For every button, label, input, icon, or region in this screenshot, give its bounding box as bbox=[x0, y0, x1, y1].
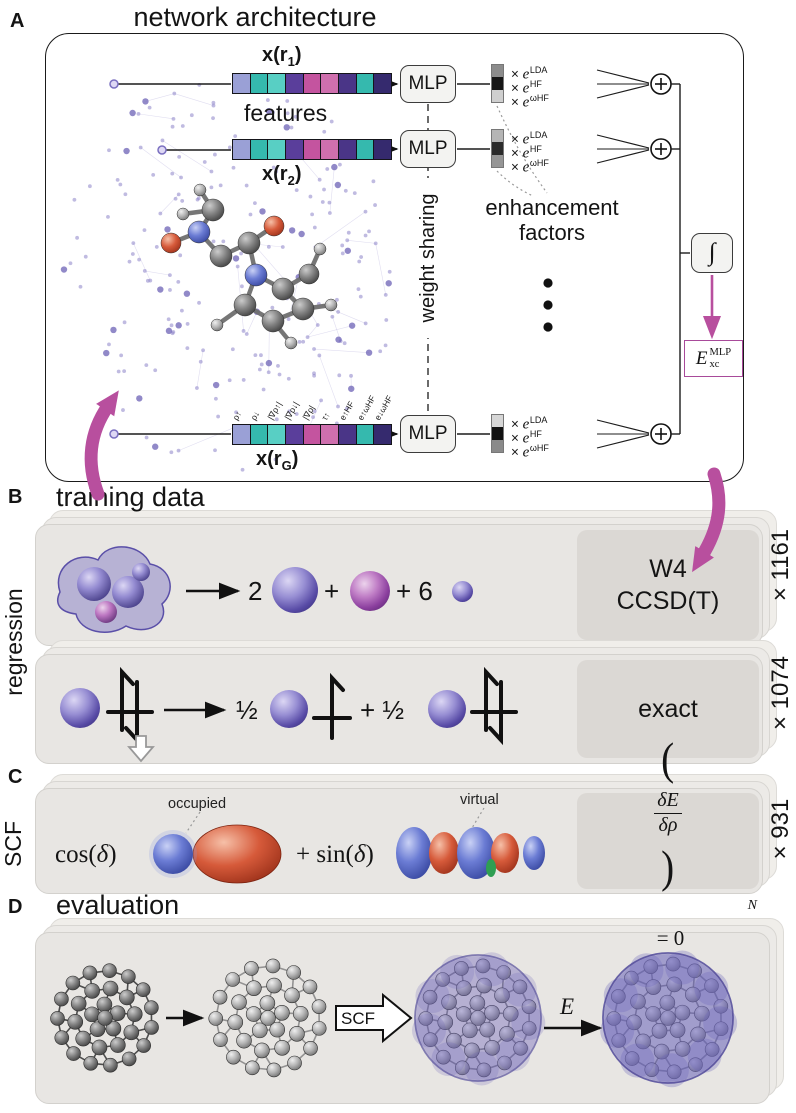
plus-sign: + bbox=[324, 576, 340, 606]
mlp-box-1: MLP bbox=[400, 65, 456, 103]
panel-b-letter: B bbox=[8, 486, 23, 508]
integral-box: ∫ bbox=[691, 233, 733, 273]
open-paren: ( bbox=[661, 733, 675, 785]
product-at om-sphere-large bbox=[272, 567, 318, 613]
scf-side-label: SCF bbox=[0, 821, 26, 867]
enhancement-bar-3 bbox=[491, 414, 504, 453]
mlp-label: MLP bbox=[408, 423, 448, 444]
vector-label-g: x(rG) bbox=[256, 448, 299, 473]
occupied-label: occupied bbox=[168, 796, 227, 812]
multiplier-hf: × eHF bbox=[511, 144, 542, 162]
panel-a-letter: A bbox=[10, 10, 25, 32]
cos-delta-term: cos(δ) bbox=[55, 841, 117, 868]
enhancement-bar-2 bbox=[491, 129, 504, 168]
evaluation-card bbox=[35, 932, 770, 1104]
feature-vector-g bbox=[232, 424, 392, 445]
spin-half-sphere-2 bbox=[428, 690, 466, 728]
regression-side-label: regression bbox=[0, 588, 27, 696]
half-coefficient: ½ bbox=[236, 695, 258, 725]
features-caption: features bbox=[244, 100, 328, 126]
multiplier-whf: × eωHF bbox=[511, 158, 549, 176]
multiplier-hf: × eHF bbox=[511, 79, 542, 97]
mlp-label: MLP bbox=[408, 138, 448, 159]
spin-atom-sphere bbox=[60, 688, 100, 728]
plus-half-coefficient: + ½ bbox=[360, 695, 405, 725]
equals-zero: = 0 bbox=[656, 926, 685, 951]
panel-a-title: network architecture bbox=[133, 2, 377, 32]
panel-d-title: evaluation bbox=[56, 890, 180, 920]
mlp-box-3: MLP bbox=[400, 415, 456, 453]
multiplier-whf: × eωHF bbox=[511, 443, 549, 461]
exc-sup: MLP bbox=[709, 347, 732, 359]
energy-label: E bbox=[560, 994, 575, 1019]
atomization-count: × 1161 bbox=[767, 528, 794, 602]
weight-sharing-label: weight sharing bbox=[417, 178, 439, 338]
coefficient-plus-6: + 6 bbox=[396, 576, 433, 606]
functional-derivative-fraction: δE δρ bbox=[654, 789, 682, 837]
product-atom-sphere-small bbox=[452, 581, 473, 602]
exact-method-box: exact bbox=[577, 660, 759, 758]
architecture-box bbox=[45, 33, 744, 482]
close-paren: ) bbox=[661, 841, 675, 893]
mlp-label: MLP bbox=[408, 73, 448, 94]
method-ccsdt: CCSD(T) bbox=[616, 587, 720, 615]
integral-symbol: ∫ bbox=[708, 239, 716, 266]
coefficient-2: 2 bbox=[248, 576, 263, 606]
spin-half-sphere-1 bbox=[270, 690, 308, 728]
multiplier-whf: × eωHF bbox=[511, 93, 549, 111]
multiplier-stack-2: × eLDA × eHF × eωHF bbox=[511, 128, 549, 176]
method-w4: W4 bbox=[649, 554, 687, 583]
vector-label-1: x(r1) bbox=[262, 44, 302, 69]
exc-base: E bbox=[695, 347, 708, 369]
mlp-box-2: MLP bbox=[400, 130, 456, 168]
sin-delta-term: + sin(δ) bbox=[296, 841, 374, 868]
exc-output-box: E MLP xc bbox=[684, 340, 743, 377]
virtual-label: virtual bbox=[460, 792, 499, 808]
method-exact: exact bbox=[638, 694, 698, 723]
panel-d-letter: D bbox=[8, 896, 23, 918]
multiplier-lda: × eLDA bbox=[511, 130, 548, 148]
multiplier-stack-1: × eLDA × eHF × eωHF bbox=[511, 63, 549, 111]
exc-sub: xc bbox=[709, 358, 720, 370]
spin-count: × 1074 bbox=[767, 655, 794, 731]
vector-label-2: x(r2) bbox=[262, 163, 302, 188]
multiplier-stack-3: × eLDA × eHF × eωHF bbox=[511, 413, 549, 461]
multiplier-lda: × eLDA bbox=[511, 65, 548, 83]
feature-vector-1 bbox=[232, 73, 392, 94]
product-atom-sphere-magenta bbox=[350, 571, 390, 611]
multiplier-lda: × eLDA bbox=[511, 415, 548, 433]
panel-b-title: training data bbox=[56, 482, 205, 512]
feature-name-labels: ρ↑ ρ↓ |∇ρ↑| |∇ρ↓| |∇ρ| τ↑ e↑HF e↑ωHF e↓ωHF bbox=[230, 393, 395, 422]
panel-c-letter: C bbox=[8, 766, 23, 788]
constant-n-subscript: N bbox=[747, 898, 757, 914]
w4-ccsdt-method-box: W4 CCSD(T) bbox=[577, 530, 759, 640]
stationarity-equation-box: ( δE δρ ) N = 0 bbox=[577, 733, 759, 950]
enhancement-bar-1 bbox=[491, 64, 504, 103]
feature-vector-2 bbox=[232, 139, 392, 160]
scf-count: × 931 bbox=[767, 798, 794, 860]
enhancement-factors-label: enhancement factors bbox=[485, 195, 619, 245]
multiplier-hf: × eHF bbox=[511, 429, 542, 447]
